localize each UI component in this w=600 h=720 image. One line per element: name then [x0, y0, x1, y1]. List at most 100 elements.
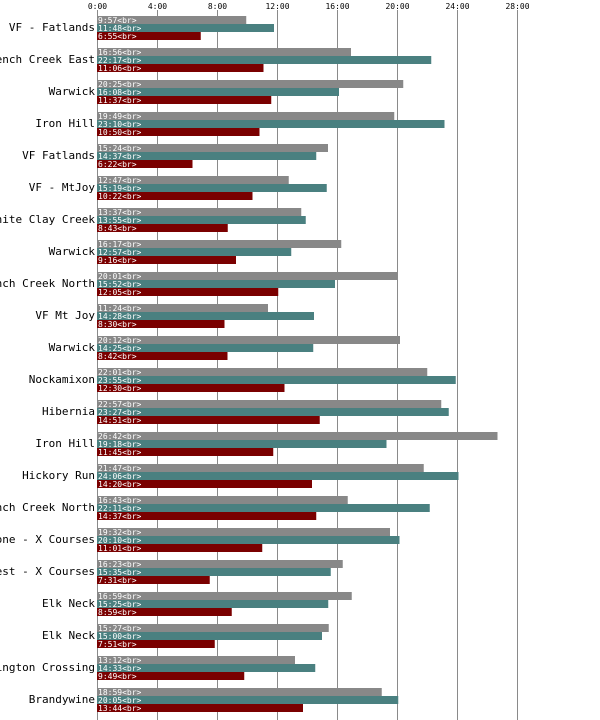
bar — [97, 504, 430, 512]
bar — [97, 560, 343, 568]
data-label: 13:55<br> — [98, 216, 142, 225]
data-label: 16:43<br> — [98, 496, 142, 505]
data-label: 20:12<br> — [98, 336, 142, 345]
bar — [97, 352, 228, 360]
x-tick-label: 20:00 — [385, 2, 409, 11]
bar — [97, 408, 449, 416]
data-label: 13:12<br> — [98, 656, 142, 665]
bar — [97, 280, 335, 288]
x-tick-label: 4:00 — [148, 2, 167, 11]
data-label: 14:37<br> — [98, 152, 142, 161]
bars: 9:57<br>11:48<br>6:55<br> 16:56<br>22:17<… — [97, 16, 498, 713]
bar — [97, 624, 329, 632]
category-label: VF Fatlands — [22, 149, 95, 162]
data-label: 12:57<br> — [98, 248, 142, 257]
bar — [97, 368, 428, 376]
bar — [97, 288, 279, 296]
bar — [97, 208, 302, 216]
bar — [97, 344, 314, 352]
data-label: 7:31<br> — [98, 576, 137, 585]
category-label: French Creek East — [0, 53, 95, 66]
category-label: Elk Neck — [42, 597, 95, 610]
data-label: 18:59<br> — [98, 688, 142, 697]
bar — [97, 432, 498, 440]
bar — [97, 312, 314, 320]
bar — [97, 120, 445, 128]
data-label: 19:18<br> — [98, 440, 142, 449]
data-label: 12:05<br> — [98, 288, 142, 297]
data-label: 11:48<br> — [98, 24, 142, 33]
bar — [97, 144, 328, 152]
data-label: 21:47<br> — [98, 464, 142, 473]
data-label: 12:30<br> — [98, 384, 142, 393]
data-label: 10:50<br> — [98, 128, 142, 137]
data-label: 9:16<br> — [98, 256, 137, 265]
bar — [97, 88, 339, 96]
bar — [97, 24, 274, 32]
bar — [97, 400, 442, 408]
category-label: VF Mt Joy — [35, 309, 95, 322]
data-label: 15:00<br> — [98, 632, 142, 641]
bar — [97, 632, 322, 640]
data-label: 15:27<br> — [98, 624, 142, 633]
x-tick-label: 16:00 — [325, 2, 349, 11]
bar — [97, 608, 232, 616]
data-label: 23:55<br> — [98, 376, 142, 385]
data-label: 22:57<br> — [98, 400, 142, 409]
x-tick-label: 0:00 — [88, 2, 107, 11]
data-label: 14:25<br> — [98, 344, 142, 353]
data-label: 22:11<br> — [98, 504, 142, 513]
bar — [97, 320, 225, 328]
category-label: VF - Fatlands — [9, 21, 95, 34]
bar — [97, 704, 303, 712]
bar — [97, 496, 348, 504]
bar — [97, 592, 352, 600]
data-label: 26:42<br> — [98, 432, 142, 441]
bar — [97, 336, 400, 344]
category-label: White Clay Creek — [0, 213, 95, 226]
bar — [97, 528, 390, 536]
category-label: Boone - X Courses — [0, 533, 95, 546]
data-label: 22:17<br> — [98, 56, 142, 65]
data-label: 15:24<br> — [98, 144, 142, 153]
data-label: 14:51<br> — [98, 416, 142, 425]
data-label: 11:01<br> — [98, 544, 142, 553]
data-label: 20:05<br> — [98, 696, 142, 705]
category-label: Elk Neck — [42, 629, 95, 642]
bar — [97, 16, 247, 24]
category-label: West - X Courses — [0, 565, 95, 578]
data-label: 6:22<br> — [98, 160, 137, 169]
data-label: 13:44<br> — [98, 704, 142, 713]
data-label: 11:06<br> — [98, 64, 142, 73]
data-label: 16:23<br> — [98, 560, 142, 569]
data-label: 20:10<br> — [98, 536, 142, 545]
bar — [97, 160, 193, 168]
data-label: 11:45<br> — [98, 448, 142, 457]
bar — [97, 480, 312, 488]
x-tick-label: 8:00 — [208, 2, 227, 11]
data-label: 7:51<br> — [98, 640, 137, 649]
data-label: 9:49<br> — [98, 672, 137, 681]
bar — [97, 416, 320, 424]
data-label: 16:56<br> — [98, 48, 142, 57]
bar — [97, 192, 253, 200]
data-label: 13:37<br> — [98, 208, 142, 217]
category-label: Washington Crossing — [0, 661, 95, 674]
bar — [97, 176, 289, 184]
data-label: 24:06<br> — [98, 472, 142, 481]
category-label: Hibernia — [42, 405, 95, 418]
bar — [97, 248, 292, 256]
category-label: Iron Hill — [35, 437, 95, 450]
data-label: 8:30<br> — [98, 320, 137, 329]
bar — [97, 32, 201, 40]
bar — [97, 152, 317, 160]
data-label: 14:33<br> — [98, 664, 142, 673]
bar — [97, 304, 268, 312]
bar — [97, 536, 400, 544]
data-label: 20:01<br> — [98, 272, 142, 281]
bar — [97, 184, 327, 192]
data-label: 16:08<br> — [98, 88, 142, 97]
bar — [97, 512, 317, 520]
x-axis-ticks: 0:00 4:00 8:00 12:00 16:00 20:00 24:00 28:00 — [88, 2, 530, 11]
